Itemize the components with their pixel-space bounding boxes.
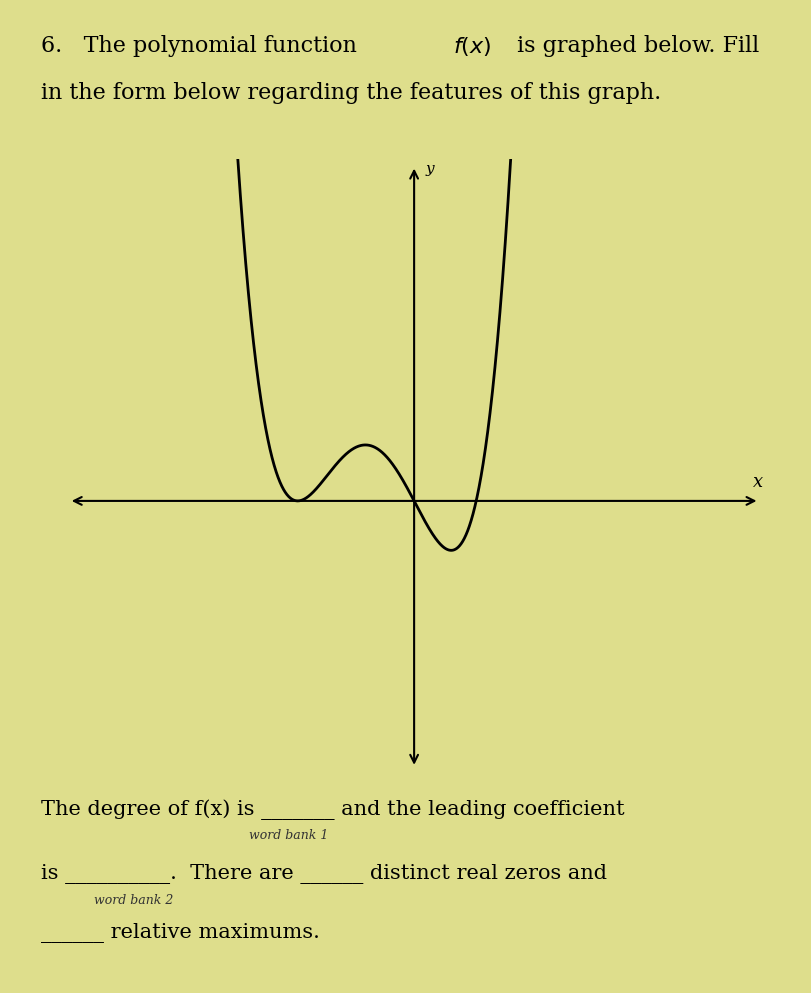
Text: is graphed below. Fill: is graphed below. Fill <box>509 35 758 57</box>
Text: word bank 1: word bank 1 <box>248 829 328 842</box>
Text: is __________.  There are ______ distinct real zeros and: is __________. There are ______ distinct… <box>41 864 606 884</box>
Text: The degree of f(x) is _______ and the leading coefficient: The degree of f(x) is _______ and the le… <box>41 799 624 820</box>
Text: in the form below regarding the features of this graph.: in the form below regarding the features… <box>41 82 660 104</box>
Text: ______ relative maximums.: ______ relative maximums. <box>41 923 319 943</box>
Text: y: y <box>425 162 434 177</box>
Text: x: x <box>753 473 762 491</box>
Text: 6.   The polynomial function: 6. The polynomial function <box>41 35 363 57</box>
Text: $f\left(x\right)$: $f\left(x\right)$ <box>453 35 491 58</box>
Text: word bank 2: word bank 2 <box>94 894 174 907</box>
